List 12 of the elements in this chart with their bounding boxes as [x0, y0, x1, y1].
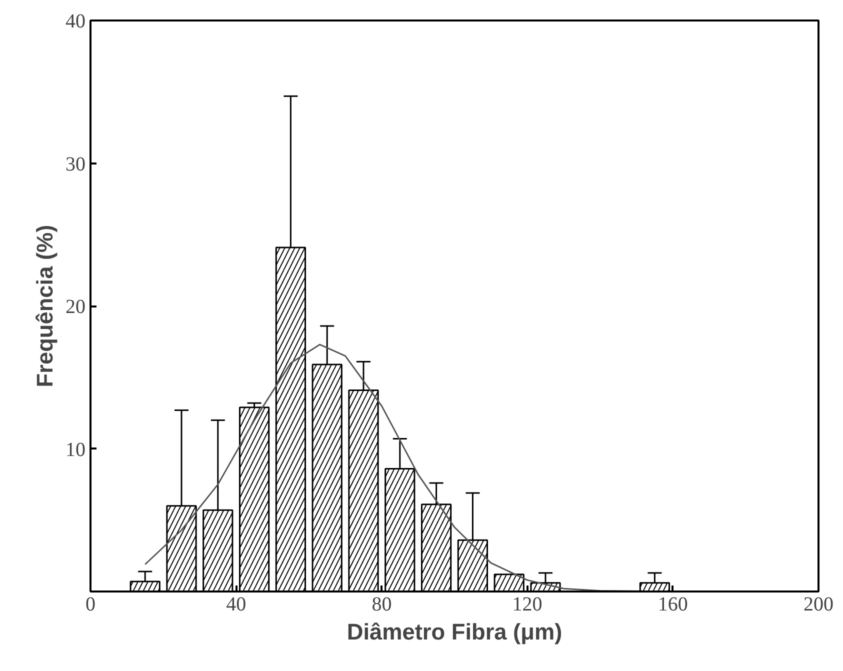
x-tick-label: 80	[372, 594, 392, 616]
x-axis-title: Diâmetro Fibra (μm)	[346, 618, 562, 644]
x-tick-label: 200	[804, 594, 834, 616]
y-tick-label: 40	[66, 10, 86, 32]
x-tick-label: 40	[226, 594, 246, 616]
x-tick-label: 120	[512, 594, 542, 616]
y-tick-label: 20	[66, 296, 86, 318]
y-tick-label: 10	[66, 438, 86, 461]
y-tick-label: 30	[66, 153, 86, 176]
x-tick-label: 160	[658, 594, 688, 616]
y-axis-title: Frequência (%)	[32, 224, 58, 388]
x-tick-label: 0	[86, 594, 96, 616]
